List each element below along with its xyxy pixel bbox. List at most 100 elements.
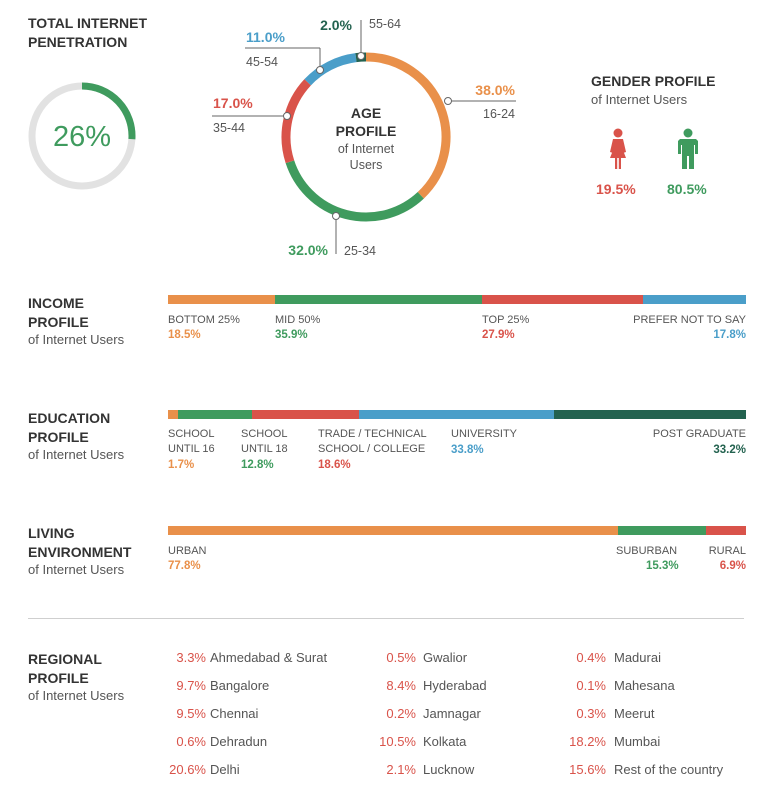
female-value: 19.5%: [596, 181, 636, 197]
region-pct: 9.7%: [176, 678, 206, 693]
education-value-school18: 12.8%: [241, 459, 274, 471]
gender-subtitle: of Internet Users: [591, 92, 688, 107]
education-segment-1: [168, 410, 179, 419]
income-label-bottom: BOTTOM 25%: [168, 314, 240, 326]
income-value-prefer-not: 17.8%: [713, 329, 746, 341]
education-label-school16-line1: SCHOOL: [168, 428, 215, 440]
income-segment-1: [168, 295, 276, 304]
region-name: Ahmedabad & Surat: [210, 650, 328, 665]
gender-title: GENDER PROFILE: [591, 73, 716, 89]
age-pct-25-34: 32.0%: [288, 242, 328, 258]
age-label-16-24: 16-24: [483, 107, 515, 121]
living-value-suburban: 15.3%: [646, 560, 679, 572]
education-label-trade: TRADE / TECHNICAL SCHOOL / COLLEGE: [318, 427, 427, 457]
regional-title: REGIONAL PROFILE: [28, 650, 102, 688]
marker-55-64: [357, 52, 365, 60]
education-label-postgrad: POST GRADUATE: [652, 428, 746, 440]
income-value-top: 27.9%: [482, 329, 515, 341]
age-pct-45-54: 11.0%: [246, 29, 285, 45]
education-subtitle: of Internet Users: [28, 447, 125, 462]
education-label-school16: SCHOOL UNTIL 16: [168, 427, 215, 457]
age-slice-45-54: [304, 53, 357, 86]
region-name: Hyderabad: [423, 678, 487, 693]
region-name: Mumbai: [614, 734, 661, 749]
region-pct: 18.2%: [569, 734, 606, 749]
region-pct: 0.3%: [576, 706, 606, 721]
region-pct: 15.6%: [569, 762, 606, 777]
age-profile-donut: AGE PROFILE of Internet Users 2.0% 55-64…: [212, 17, 516, 258]
income-subtitle: of Internet Users: [28, 332, 125, 347]
age-center-line1: AGE: [351, 105, 381, 121]
education-label-school18: SCHOOL UNTIL 18: [241, 427, 288, 457]
education-label-school16-line2: UNTIL 16: [168, 443, 215, 455]
age-slice-35-44: [281, 79, 312, 164]
education-bar: [168, 410, 747, 419]
income-segment-2: [274, 295, 483, 304]
education-label-school18-line2: UNTIL 18: [241, 443, 288, 455]
living-bar: [168, 526, 747, 535]
region-name: Lucknow: [423, 762, 475, 777]
income-value-bottom: 18.5%: [168, 329, 201, 341]
living-title: LIVING ENVIRONMENT: [28, 524, 131, 562]
education-label-school18-line1: SCHOOL: [241, 428, 288, 440]
region-name: Mahesana: [614, 678, 675, 693]
region-pct: 10.5%: [379, 734, 416, 749]
age-center-line4: Users: [350, 158, 383, 172]
education-value-postgrad: 33.2%: [713, 444, 746, 456]
regional-title-line1: REGIONAL: [28, 651, 102, 667]
region-pct: 9.5%: [176, 706, 206, 721]
age-label-55-64: 55-64: [369, 17, 401, 31]
region-pct: 2.1%: [386, 762, 416, 777]
living-title-line2: ENVIRONMENT: [28, 544, 132, 560]
income-bar: [168, 295, 747, 304]
income-title-line2: PROFILE: [28, 314, 89, 330]
age-center-line3: of Internet: [338, 142, 395, 156]
region-pct: 0.2%: [386, 706, 416, 721]
age-slice-16-24: [365, 52, 451, 199]
marker-25-34: [332, 212, 340, 220]
income-title-line1: INCOME: [28, 295, 84, 311]
male-value: 80.5%: [667, 181, 707, 197]
age-pct-16-24: 38.0%: [475, 82, 515, 98]
education-title: EDUCATION PROFILE: [28, 409, 110, 447]
living-label-urban: URBAN: [168, 545, 207, 557]
region-pct: 0.6%: [176, 734, 206, 749]
region-name: Delhi: [210, 762, 240, 777]
marker-45-54: [316, 66, 324, 74]
age-pct-55-64: 2.0%: [320, 17, 352, 33]
penetration-title-line1: TOTAL INTERNET: [28, 15, 147, 31]
income-title: INCOME PROFILE: [28, 294, 89, 332]
section-divider: [28, 618, 744, 619]
marker-16-24: [444, 97, 452, 105]
region-name: Gwalior: [423, 650, 468, 665]
region-pct: 20.6%: [169, 762, 206, 777]
living-value-rural: 6.9%: [719, 560, 746, 572]
age-label-45-54: 45-54: [246, 55, 278, 69]
income-label-mid: MID 50%: [275, 314, 321, 326]
education-label-trade-line2: SCHOOL / COLLEGE: [318, 443, 426, 455]
marker-35-44: [283, 112, 291, 120]
region-name: Chennai: [210, 706, 259, 721]
living-label-rural: RURAL: [708, 545, 746, 557]
living-label-suburban: SUBURBAN: [616, 545, 678, 557]
region-pct: 0.1%: [576, 678, 606, 693]
penetration-arc: [81, 82, 136, 140]
education-label-university: UNIVERSITY: [451, 428, 518, 440]
age-pct-35-44: 17.0%: [213, 95, 253, 111]
income-label-prefer-not: PREFER NOT TO SAY: [633, 314, 746, 326]
region-pct: 0.5%: [386, 650, 416, 665]
regional-title-line2: PROFILE: [28, 670, 89, 686]
income-label-top: TOP 25%: [482, 314, 530, 326]
education-segment-4: [359, 410, 555, 419]
penetration-title-line2: PENETRATION: [28, 34, 128, 50]
living-value-urban: 77.8%: [168, 560, 201, 572]
region-pct: 0.4%: [576, 650, 606, 665]
age-label-35-44: 35-44: [213, 121, 245, 135]
education-title-line2: PROFILE: [28, 429, 89, 445]
region-name: Jamnagar: [423, 706, 481, 721]
education-value-university: 33.8%: [451, 444, 484, 456]
age-slice-25-34: [285, 160, 424, 222]
male-icon: [678, 128, 698, 169]
education-label-trade-line1: TRADE / TECHNICAL: [318, 428, 427, 440]
living-segment-1: [168, 526, 619, 535]
